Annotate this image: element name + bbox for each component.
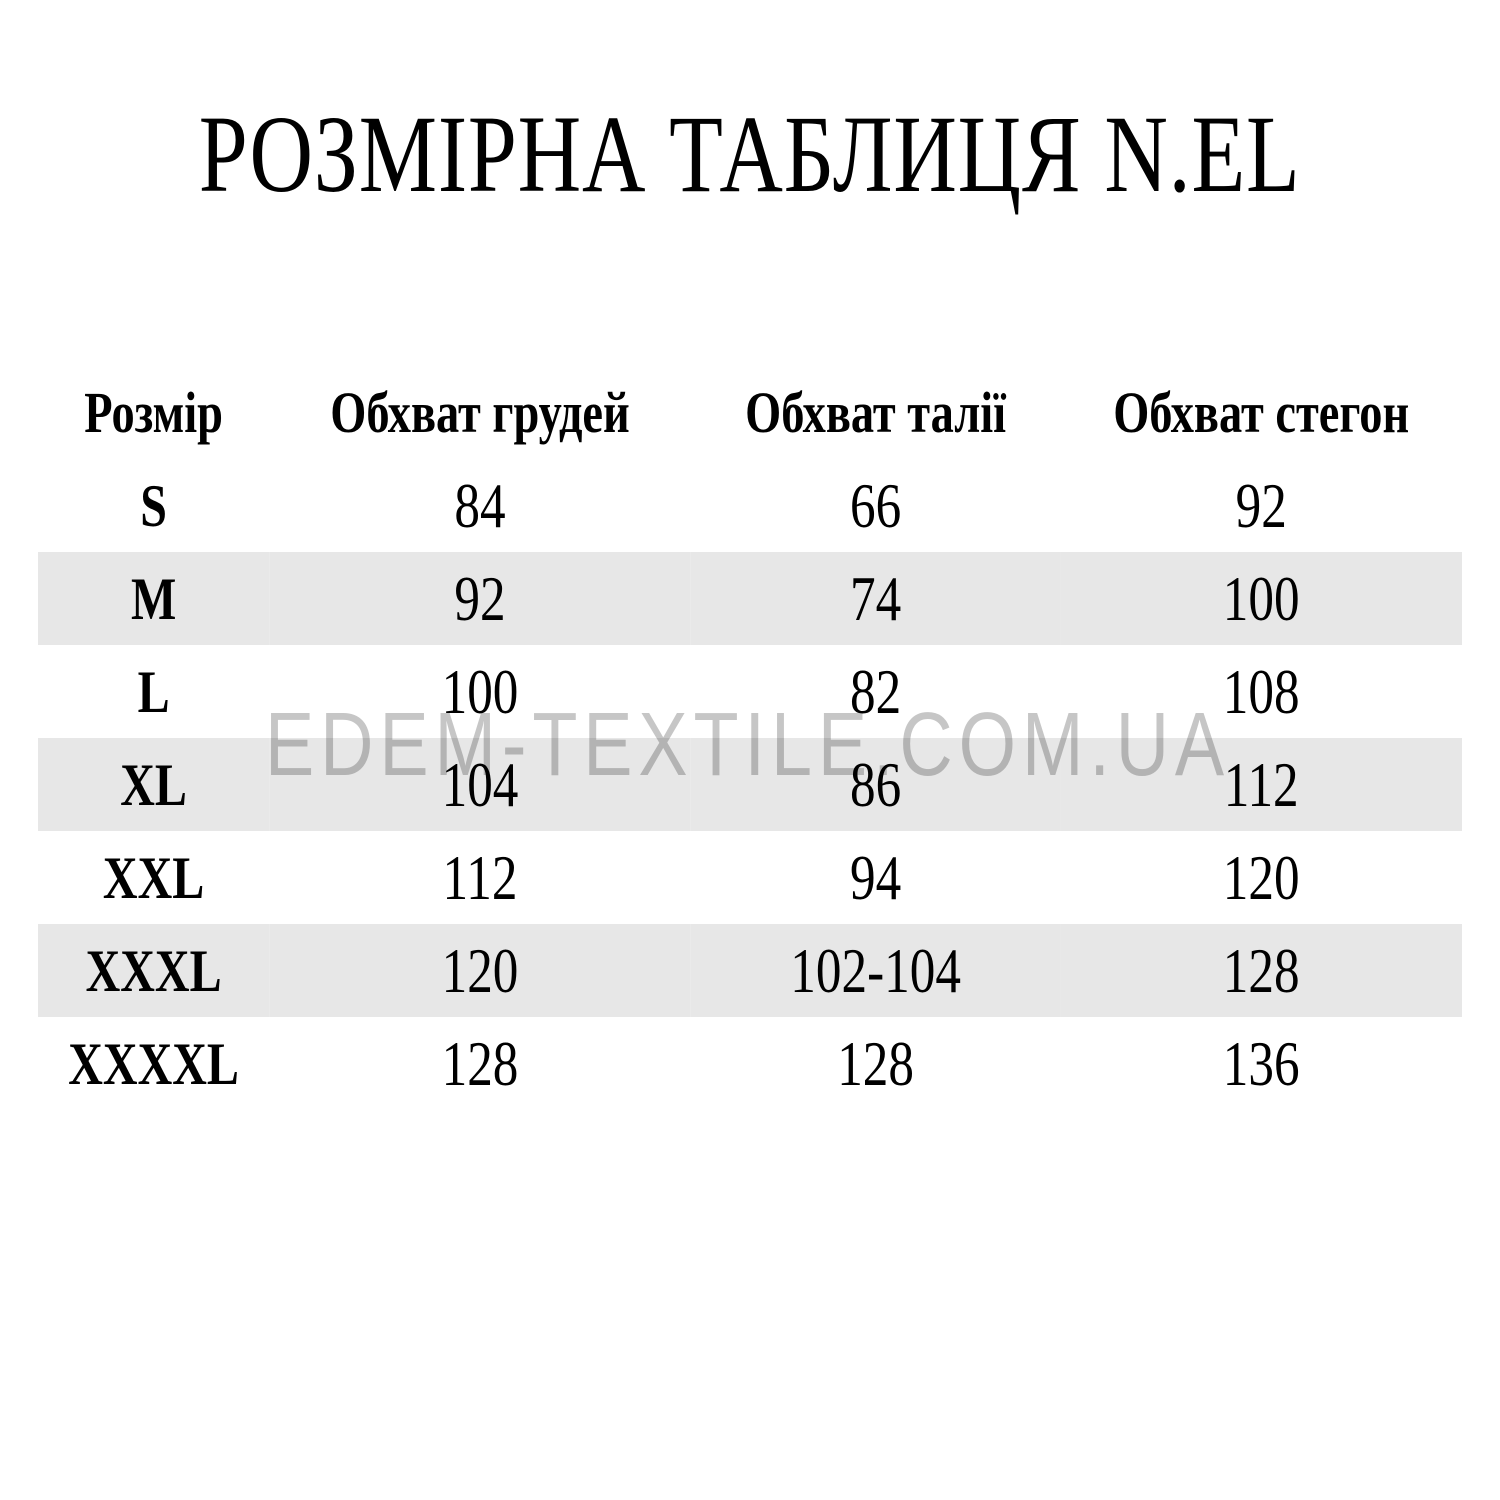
chest-cell: 100 bbox=[441, 655, 519, 727]
size-cell: S bbox=[140, 472, 167, 539]
hips-cell: 136 bbox=[1222, 1027, 1300, 1099]
table-row: XXL 112 94 120 bbox=[38, 831, 1462, 924]
waist-cell: 94 bbox=[850, 841, 902, 913]
table-header-row: Розмір Обхват грудей Обхват талії Обхват… bbox=[38, 366, 1462, 459]
hips-cell: 128 bbox=[1222, 934, 1300, 1006]
waist-cell: 74 bbox=[850, 562, 902, 634]
chest-cell: 84 bbox=[454, 469, 506, 541]
column-header-size: Розмір bbox=[84, 379, 223, 445]
table-row: XL 104 86 112 bbox=[38, 738, 1462, 831]
waist-cell: 102-104 bbox=[790, 934, 961, 1006]
table-row: L 100 82 108 bbox=[38, 645, 1462, 738]
page-title-text: РОЗМІРНА ТАБЛИЦЯ N.EL bbox=[199, 93, 1301, 215]
size-cell: XXXL bbox=[85, 937, 222, 1004]
chest-cell: 120 bbox=[441, 934, 519, 1006]
chest-cell: 112 bbox=[442, 841, 518, 913]
table-row: S 84 66 92 bbox=[38, 459, 1462, 552]
column-header-chest: Обхват грудей bbox=[330, 379, 630, 445]
column-header-waist: Обхват талії bbox=[745, 379, 1007, 445]
waist-cell: 86 bbox=[850, 748, 902, 820]
chest-cell: 92 bbox=[454, 562, 506, 634]
waist-cell: 128 bbox=[837, 1027, 914, 1099]
chest-cell: 128 bbox=[441, 1027, 519, 1099]
hips-cell: 120 bbox=[1222, 841, 1300, 913]
size-cell: XXXXL bbox=[68, 1030, 239, 1097]
hips-cell: 100 bbox=[1222, 562, 1300, 634]
page-title: РОЗМІРНА ТАБЛИЦЯ N.EL bbox=[0, 94, 1500, 215]
chest-cell: 104 bbox=[441, 748, 519, 820]
waist-cell: 82 bbox=[850, 655, 902, 727]
size-table: Розмір Обхват грудей Обхват талії Обхват… bbox=[38, 366, 1462, 1110]
column-header-hips: Обхват стегон bbox=[1113, 379, 1410, 445]
hips-cell: 112 bbox=[1223, 748, 1299, 820]
size-cell: L bbox=[137, 658, 170, 725]
size-cell: M bbox=[130, 565, 177, 632]
size-cell: XXL bbox=[102, 844, 205, 911]
hips-cell: 108 bbox=[1222, 655, 1300, 727]
table-row: XXXXL 128 128 136 bbox=[38, 1017, 1462, 1110]
table-row: M 92 74 100 bbox=[38, 552, 1462, 645]
table-row: XXXL 120 102-104 128 bbox=[38, 924, 1462, 1017]
hips-cell: 92 bbox=[1235, 469, 1287, 541]
size-cell: XL bbox=[120, 751, 187, 818]
waist-cell: 66 bbox=[850, 469, 902, 541]
